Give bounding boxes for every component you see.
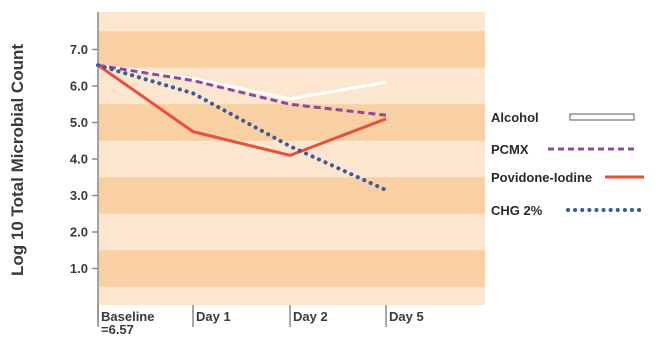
x-tick-label: Day 1	[196, 309, 231, 324]
y-tick-label: 7.0	[70, 42, 88, 57]
series-lines	[96, 63, 388, 193]
y-tick-label: 3.0	[70, 188, 88, 203]
series-line-chg	[96, 63, 388, 193]
x-tick-label: Day 5	[389, 309, 424, 324]
legend-label: Alcohol	[491, 110, 539, 125]
legend-swatch-alcohol	[569, 113, 635, 121]
legend-label: Povidone-Iodine	[491, 170, 592, 185]
legend-label: PCMX	[491, 142, 529, 157]
legend-label: CHG 2%	[491, 203, 543, 218]
band-stripe	[98, 31, 485, 68]
y-axis-label: Log 10 Total Microbial Count	[8, 44, 27, 276]
y-tick-label: 6.0	[70, 79, 88, 94]
y-tick-label: 1.0	[70, 261, 88, 276]
band-stripe	[98, 104, 485, 141]
x-tick-label: Baseline =6.57	[101, 309, 154, 337]
y-tick-label: 4.0	[70, 152, 88, 167]
series-line-pcmx	[97, 63, 387, 117]
x-tick-label: Day 2	[293, 309, 328, 324]
background-bands	[98, 12, 485, 305]
band-stripe	[98, 177, 485, 214]
y-ticks: 1.0 2.0 3.0 4.0 5.0 6.0 7.0	[70, 42, 98, 276]
series-line-povidone	[97, 63, 387, 157]
band-stripe	[98, 250, 485, 287]
y-tick-label: 2.0	[70, 225, 88, 240]
x-ticks: Baseline =6.57 Day 1 Day 2 Day 5	[97, 305, 424, 337]
legend: Alcohol PCMX Povidone-Iodine CHG 2%	[491, 110, 646, 218]
y-tick-label: 5.0	[70, 115, 88, 130]
